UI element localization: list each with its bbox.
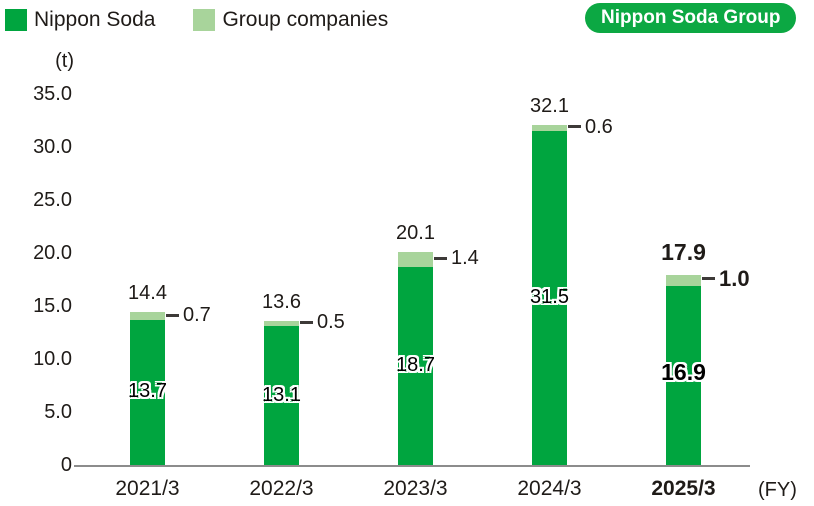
bar-segment-group-companies <box>666 275 701 286</box>
legend-swatch-nippon-soda-icon <box>5 9 27 31</box>
group-companies-value-label: 0.7 <box>166 303 211 327</box>
bar-segment-nippon-soda <box>130 319 165 465</box>
bar-total-label: 13.6 <box>262 290 301 313</box>
bar-segment-group-companies <box>130 312 165 320</box>
group-companies-value-text: 0.5 <box>317 311 345 334</box>
x-axis-label-2024-3: 2024/3 <box>517 477 582 500</box>
nippon-soda-group-badge: Nippon Soda Group <box>585 3 797 33</box>
group-companies-value-text: 0.7 <box>183 304 211 327</box>
bar-segment-group-companies <box>264 320 299 327</box>
group-companies-value-label: 1.0 <box>702 265 750 291</box>
bar-segment-group-companies <box>532 124 567 132</box>
chart-legend: Nippon Soda Group companies <box>5 8 388 32</box>
x-axis-label-2025-3: 2025/3 <box>651 477 716 500</box>
bar-segment-nippon-soda <box>398 266 433 465</box>
bar-total-label: 32.1 <box>530 94 569 117</box>
bar-inner-value-label: 16.9 <box>661 359 706 386</box>
bar-segment-nippon-soda <box>532 131 567 465</box>
bar-segment-group-companies <box>398 251 433 267</box>
x-axis-label-2022-3: 2022/3 <box>249 477 314 500</box>
y-axis-tick: 30.0 <box>33 136 72 158</box>
y-axis-tick: 20.0 <box>33 242 72 264</box>
legend-label-nippon-soda: Nippon Soda <box>34 8 156 31</box>
group-companies-value-label: 0.5 <box>300 310 345 334</box>
group-companies-value-label: 1.4 <box>434 246 479 270</box>
bar-inner-value-label: 13.7 <box>128 380 167 403</box>
x-axis-label-2021-3: 2021/3 <box>115 477 180 500</box>
bar-segment-nippon-soda <box>264 326 299 465</box>
bar-inner-value-label: 13.1 <box>262 383 301 406</box>
callout-dash-icon <box>568 125 581 129</box>
group-companies-value-text: 1.4 <box>451 247 479 270</box>
legend-label-group-companies: Group companies <box>222 8 389 31</box>
y-axis-tick: 0 <box>60 454 72 476</box>
callout-dash-icon <box>166 313 179 317</box>
y-axis-unit-label: (t) <box>55 50 74 72</box>
callout-dash-icon <box>702 277 715 281</box>
group-companies-value-text: 0.6 <box>585 115 613 138</box>
group-companies-value-label: 0.6 <box>568 115 613 139</box>
bar-total-label: 14.4 <box>128 282 167 305</box>
bar-inner-value-label: 31.5 <box>530 286 569 309</box>
bar-segment-nippon-soda <box>666 285 701 465</box>
callout-dash-icon <box>434 256 447 260</box>
y-axis-tick: 10.0 <box>33 348 72 370</box>
group-companies-value-text: 1.0 <box>719 265 750 291</box>
bar-total-label: 17.9 <box>661 239 706 266</box>
x-axis-unit-label: (FY) <box>758 479 797 501</box>
y-axis-tick: 25.0 <box>33 189 72 211</box>
callout-dash-icon <box>300 320 313 324</box>
y-axis-tick: 35.0 <box>33 83 72 105</box>
y-axis-tick: 5.0 <box>44 401 72 423</box>
legend-item-nippon-soda: Nippon Soda <box>5 8 155 32</box>
bar-inner-value-label: 18.7 <box>396 353 435 376</box>
x-axis-line <box>74 465 750 467</box>
y-axis-tick: 15.0 <box>33 295 72 317</box>
legend-swatch-group-companies-icon <box>193 9 216 31</box>
x-axis-label-2023-3: 2023/3 <box>383 477 448 500</box>
legend-item-group-companies: Group companies <box>193 8 388 32</box>
bar-total-label: 20.1 <box>396 221 435 244</box>
